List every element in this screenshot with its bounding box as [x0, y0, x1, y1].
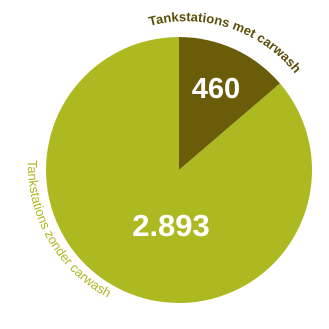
pie-slices	[46, 37, 313, 303]
pie-slice-met-carwash	[179, 37, 280, 170]
slice-value-met-carwash: 460	[192, 73, 240, 105]
pie-slice-zonder-carwash	[46, 37, 313, 303]
slice-value-zonder-carwash: 2.893	[132, 208, 210, 243]
